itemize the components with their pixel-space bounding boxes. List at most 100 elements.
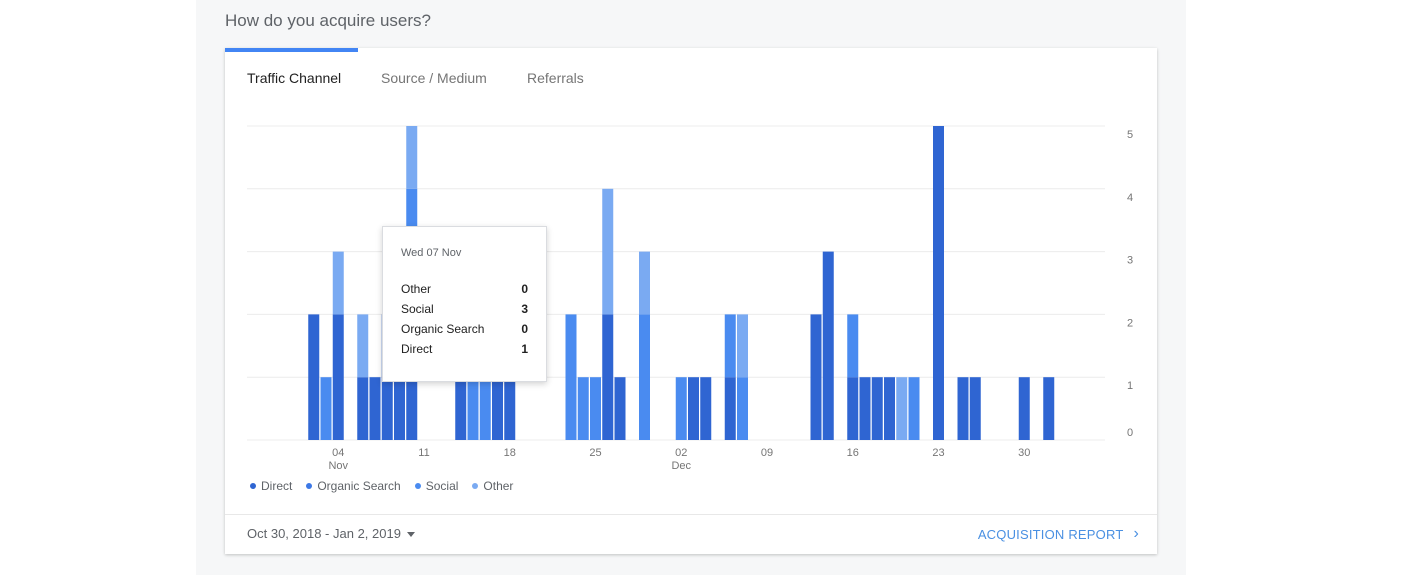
bar-segment-social bbox=[565, 314, 577, 440]
y-tick-label: 4 bbox=[1127, 192, 1133, 204]
tab-traffic-channel[interactable]: Traffic Channel bbox=[247, 70, 342, 86]
bar-segment-direct bbox=[822, 251, 834, 440]
acquisition-report-label: ACQUISITION REPORT bbox=[977, 527, 1124, 542]
bar-segment-other bbox=[639, 251, 650, 315]
bar-segment-direct bbox=[369, 377, 381, 440]
legend-label: Other bbox=[483, 479, 514, 493]
bar-segment-social bbox=[479, 377, 491, 440]
bar-segment-social bbox=[467, 377, 479, 440]
bar-segment-direct bbox=[700, 377, 712, 440]
bar-segment-direct bbox=[602, 314, 614, 440]
tooltip-value: 0 bbox=[521, 282, 528, 296]
bar-segment-other bbox=[357, 314, 369, 378]
y-tick-label: 5 bbox=[1127, 129, 1133, 141]
tooltip-label: Organic Search bbox=[401, 322, 485, 336]
bar-segment-direct bbox=[810, 314, 822, 440]
tooltip-value: 3 bbox=[521, 302, 528, 316]
bar-segment-social bbox=[320, 377, 332, 440]
legend-label: Direct bbox=[261, 479, 293, 493]
bar-segment-social bbox=[577, 377, 589, 440]
x-tick-label: 04 bbox=[332, 447, 344, 459]
chart-legend: Direct Organic Search Social Other bbox=[250, 479, 513, 493]
x-tick-label: 11 bbox=[418, 447, 429, 459]
legend-dot-icon bbox=[414, 483, 421, 489]
x-tick-label: 18 bbox=[504, 447, 516, 459]
tab-source-medium[interactable]: Source / Medium bbox=[381, 70, 487, 86]
legend-dot-icon bbox=[472, 483, 479, 489]
x-tick-label: 09 bbox=[761, 447, 773, 459]
card-footer: Oct 30, 2018 - Jan 2, 2019 ACQUISITION R… bbox=[225, 514, 1157, 555]
bar-segment-direct bbox=[1043, 377, 1055, 440]
y-tick-label: 1 bbox=[1127, 380, 1133, 392]
x-tick-label: 23 bbox=[932, 447, 944, 459]
bar-segment-direct bbox=[504, 377, 516, 440]
bar-segment-other bbox=[896, 377, 908, 440]
bar-segment-direct bbox=[406, 377, 418, 440]
tooltip-value: 1 bbox=[521, 342, 528, 356]
legend-item-other[interactable]: Other bbox=[472, 479, 513, 493]
date-range-label: Oct 30, 2018 - Jan 2, 2019 bbox=[247, 526, 401, 541]
x-tick-label: 16 bbox=[847, 447, 859, 459]
bar-segment-direct bbox=[957, 377, 969, 440]
bar-segment-direct bbox=[724, 377, 736, 440]
tooltip-label: Direct bbox=[401, 342, 433, 356]
tooltip-row-other: Other 0 bbox=[401, 282, 528, 296]
bar-segment-social bbox=[590, 377, 601, 440]
chart-tooltip: Wed 07 Nov Other 0 Social 3 Organic Sear… bbox=[382, 226, 547, 382]
bar-segment-social bbox=[847, 314, 859, 378]
tooltip-row-social: Social 3 bbox=[401, 302, 528, 316]
acquisition-report-link[interactable]: ACQUISITION REPORT › bbox=[977, 525, 1139, 544]
bar-segment-other bbox=[332, 251, 344, 315]
tooltip-value: 0 bbox=[521, 322, 528, 336]
legend-item-organic-search[interactable]: Organic Search bbox=[306, 479, 401, 493]
legend-label: Organic Search bbox=[317, 479, 401, 493]
x-tick-month-label: Dec bbox=[671, 460, 691, 472]
bar-segment-direct bbox=[933, 126, 944, 440]
tooltip-label: Other bbox=[401, 282, 432, 296]
bar-segment-direct bbox=[394, 377, 405, 440]
bar-segment-direct bbox=[969, 377, 981, 440]
bar-segment-direct bbox=[308, 314, 320, 440]
y-tick-label: 0 bbox=[1127, 427, 1133, 439]
bar-segment-direct bbox=[884, 377, 895, 440]
acquisition-card: Traffic Channel Source / Medium Referral… bbox=[225, 48, 1157, 554]
legend-dot-icon bbox=[250, 483, 256, 489]
date-range-selector[interactable]: Oct 30, 2018 - Jan 2, 2019 bbox=[247, 526, 415, 541]
bar-segment-social bbox=[724, 314, 736, 378]
bar-segment-social bbox=[639, 314, 650, 440]
y-tick-label: 2 bbox=[1127, 317, 1133, 329]
bar-segment-direct bbox=[688, 377, 699, 440]
bar-segment-direct bbox=[1018, 377, 1030, 440]
tooltip-label: Social bbox=[401, 302, 434, 316]
bar-segment-direct bbox=[614, 377, 626, 440]
legend-item-social[interactable]: Social bbox=[414, 479, 459, 493]
bar-segment-direct bbox=[871, 377, 883, 440]
bar-segment-direct bbox=[332, 314, 344, 440]
section-title: How do you acquire users? bbox=[225, 11, 432, 30]
bar-segment-other bbox=[737, 314, 748, 378]
x-tick-month-label: Nov bbox=[328, 460, 348, 472]
bar-segment-other bbox=[602, 188, 614, 315]
x-tick-label: 25 bbox=[589, 447, 601, 459]
caret-down-icon bbox=[406, 532, 415, 538]
tooltip-row-direct: Direct 1 bbox=[401, 342, 528, 356]
legend-dot-icon bbox=[306, 483, 313, 489]
card-accent-bar bbox=[225, 48, 358, 52]
legend-label: Social bbox=[425, 479, 459, 493]
bar-segment-direct bbox=[492, 377, 503, 440]
bar-segment-direct bbox=[859, 377, 871, 440]
chevron-right-icon: › bbox=[1133, 525, 1139, 542]
legend-item-direct[interactable]: Direct bbox=[250, 479, 292, 493]
bar-segment-direct bbox=[357, 377, 369, 440]
tooltip-date: Wed 07 Nov bbox=[401, 247, 462, 259]
tab-referrals[interactable]: Referrals bbox=[527, 70, 584, 86]
x-tick-label: 02 bbox=[675, 447, 687, 459]
bar-segment-other bbox=[406, 126, 418, 189]
bar-segment-social bbox=[737, 377, 748, 440]
bar-segment-social bbox=[908, 377, 920, 440]
tooltip-row-organic-search: Organic Search 0 bbox=[401, 322, 528, 336]
y-tick-label: 3 bbox=[1127, 255, 1133, 267]
bar-segment-direct bbox=[455, 377, 467, 440]
bar-segment-direct bbox=[847, 377, 859, 440]
